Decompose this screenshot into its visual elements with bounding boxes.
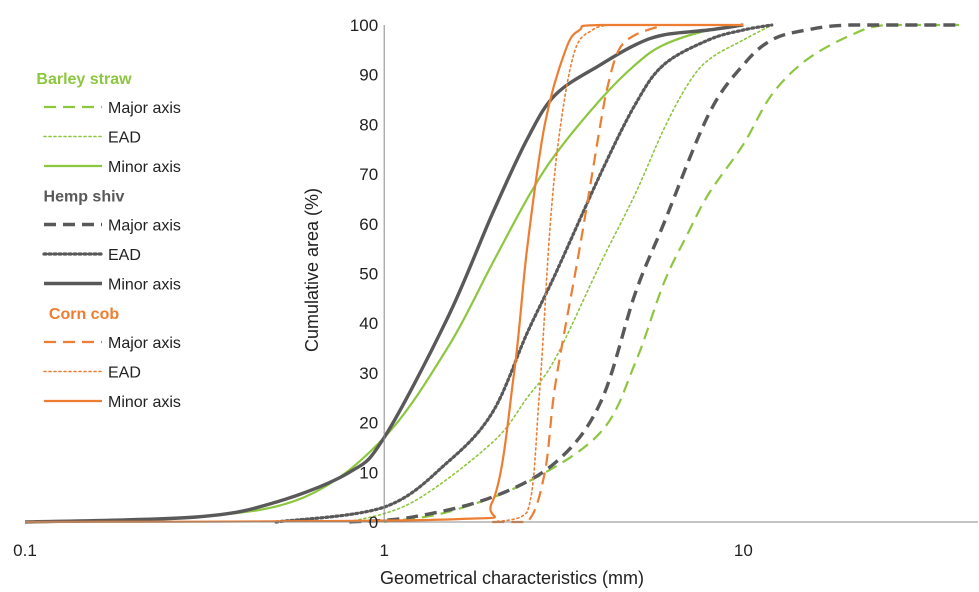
y-tick-label: 10 <box>359 463 378 482</box>
series-line-barley-straw-minor-axis <box>24 23 744 524</box>
series-line-corn-cob-minor-axis <box>24 23 744 524</box>
y-tick-label: 100 <box>350 16 378 35</box>
x-tick-label: 10 <box>734 541 753 560</box>
legend-group-title-corn-cob: Corn cob <box>49 306 119 323</box>
x-tick-label: 1 <box>379 541 388 560</box>
legend-label-barley-straw-minor-axis: Minor axis <box>108 159 181 176</box>
series-line-hemp-shiv-ead <box>274 23 774 524</box>
legend-label-corn-cob-ead: EAD <box>108 365 141 382</box>
legend-group-title-hemp-shiv: Hemp shiv <box>44 189 125 206</box>
y-tick-label: 20 <box>359 414 378 433</box>
y-tick-labels: 0 10 20 30 40 50 60 70 80 90 100 <box>350 16 378 532</box>
x-axis-title: Geometrical characteristics (mm) <box>380 568 644 588</box>
y-tick-label: 60 <box>359 215 378 234</box>
y-tick-label: 0 <box>369 513 378 532</box>
legend: Barley straw Major axis EAD Minor axis Hemp … <box>36 71 180 411</box>
series-line-barley-straw-ead <box>348 24 773 523</box>
legend-label-barley-straw-major-axis: Major axis <box>108 100 181 117</box>
y-tick-label: 50 <box>359 265 378 284</box>
legend-group-title-barley-straw: Barley straw <box>36 71 132 88</box>
x-tick-labels: 0.1 1 10 <box>13 541 753 560</box>
legend-label-hemp-shiv-major-axis: Major axis <box>108 218 181 235</box>
y-tick-label: 80 <box>359 115 378 134</box>
legend-label-barley-straw-ead: EAD <box>108 130 141 147</box>
plot-lines <box>24 23 960 524</box>
series-line-corn-cob-major-axis <box>492 23 665 524</box>
x-tick-label: 0.1 <box>13 541 37 560</box>
legend-label-corn-cob-minor-axis: Minor axis <box>108 394 181 411</box>
y-tick-label: 30 <box>359 364 378 383</box>
series-line-barley-straw-major-axis <box>384 23 960 524</box>
y-axis-title: Cumulative area (%) <box>302 188 322 352</box>
legend-label-hemp-shiv-ead: EAD <box>108 247 141 264</box>
axes <box>25 25 978 523</box>
y-tick-label: 70 <box>359 165 378 184</box>
series-line-corn-cob-ead <box>491 24 609 523</box>
y-tick-label: 90 <box>359 66 378 85</box>
legend-label-hemp-shiv-minor-axis: Minor axis <box>108 277 181 294</box>
series-line-hemp-shiv-minor-axis <box>24 23 744 524</box>
y-tick-label: 40 <box>359 314 378 333</box>
series-line-hemp-shiv-major-axis <box>349 23 960 524</box>
legend-label-corn-cob-major-axis: Major axis <box>108 335 181 352</box>
